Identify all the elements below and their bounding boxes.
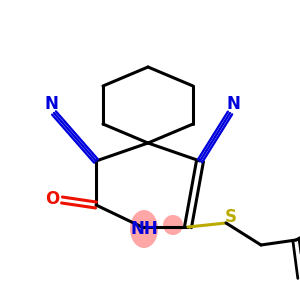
- Text: NH: NH: [130, 220, 158, 238]
- Text: S: S: [225, 208, 237, 226]
- Text: O: O: [45, 190, 59, 208]
- Ellipse shape: [163, 215, 183, 235]
- Ellipse shape: [130, 210, 158, 248]
- Text: N: N: [226, 95, 240, 113]
- Text: N: N: [44, 95, 58, 113]
